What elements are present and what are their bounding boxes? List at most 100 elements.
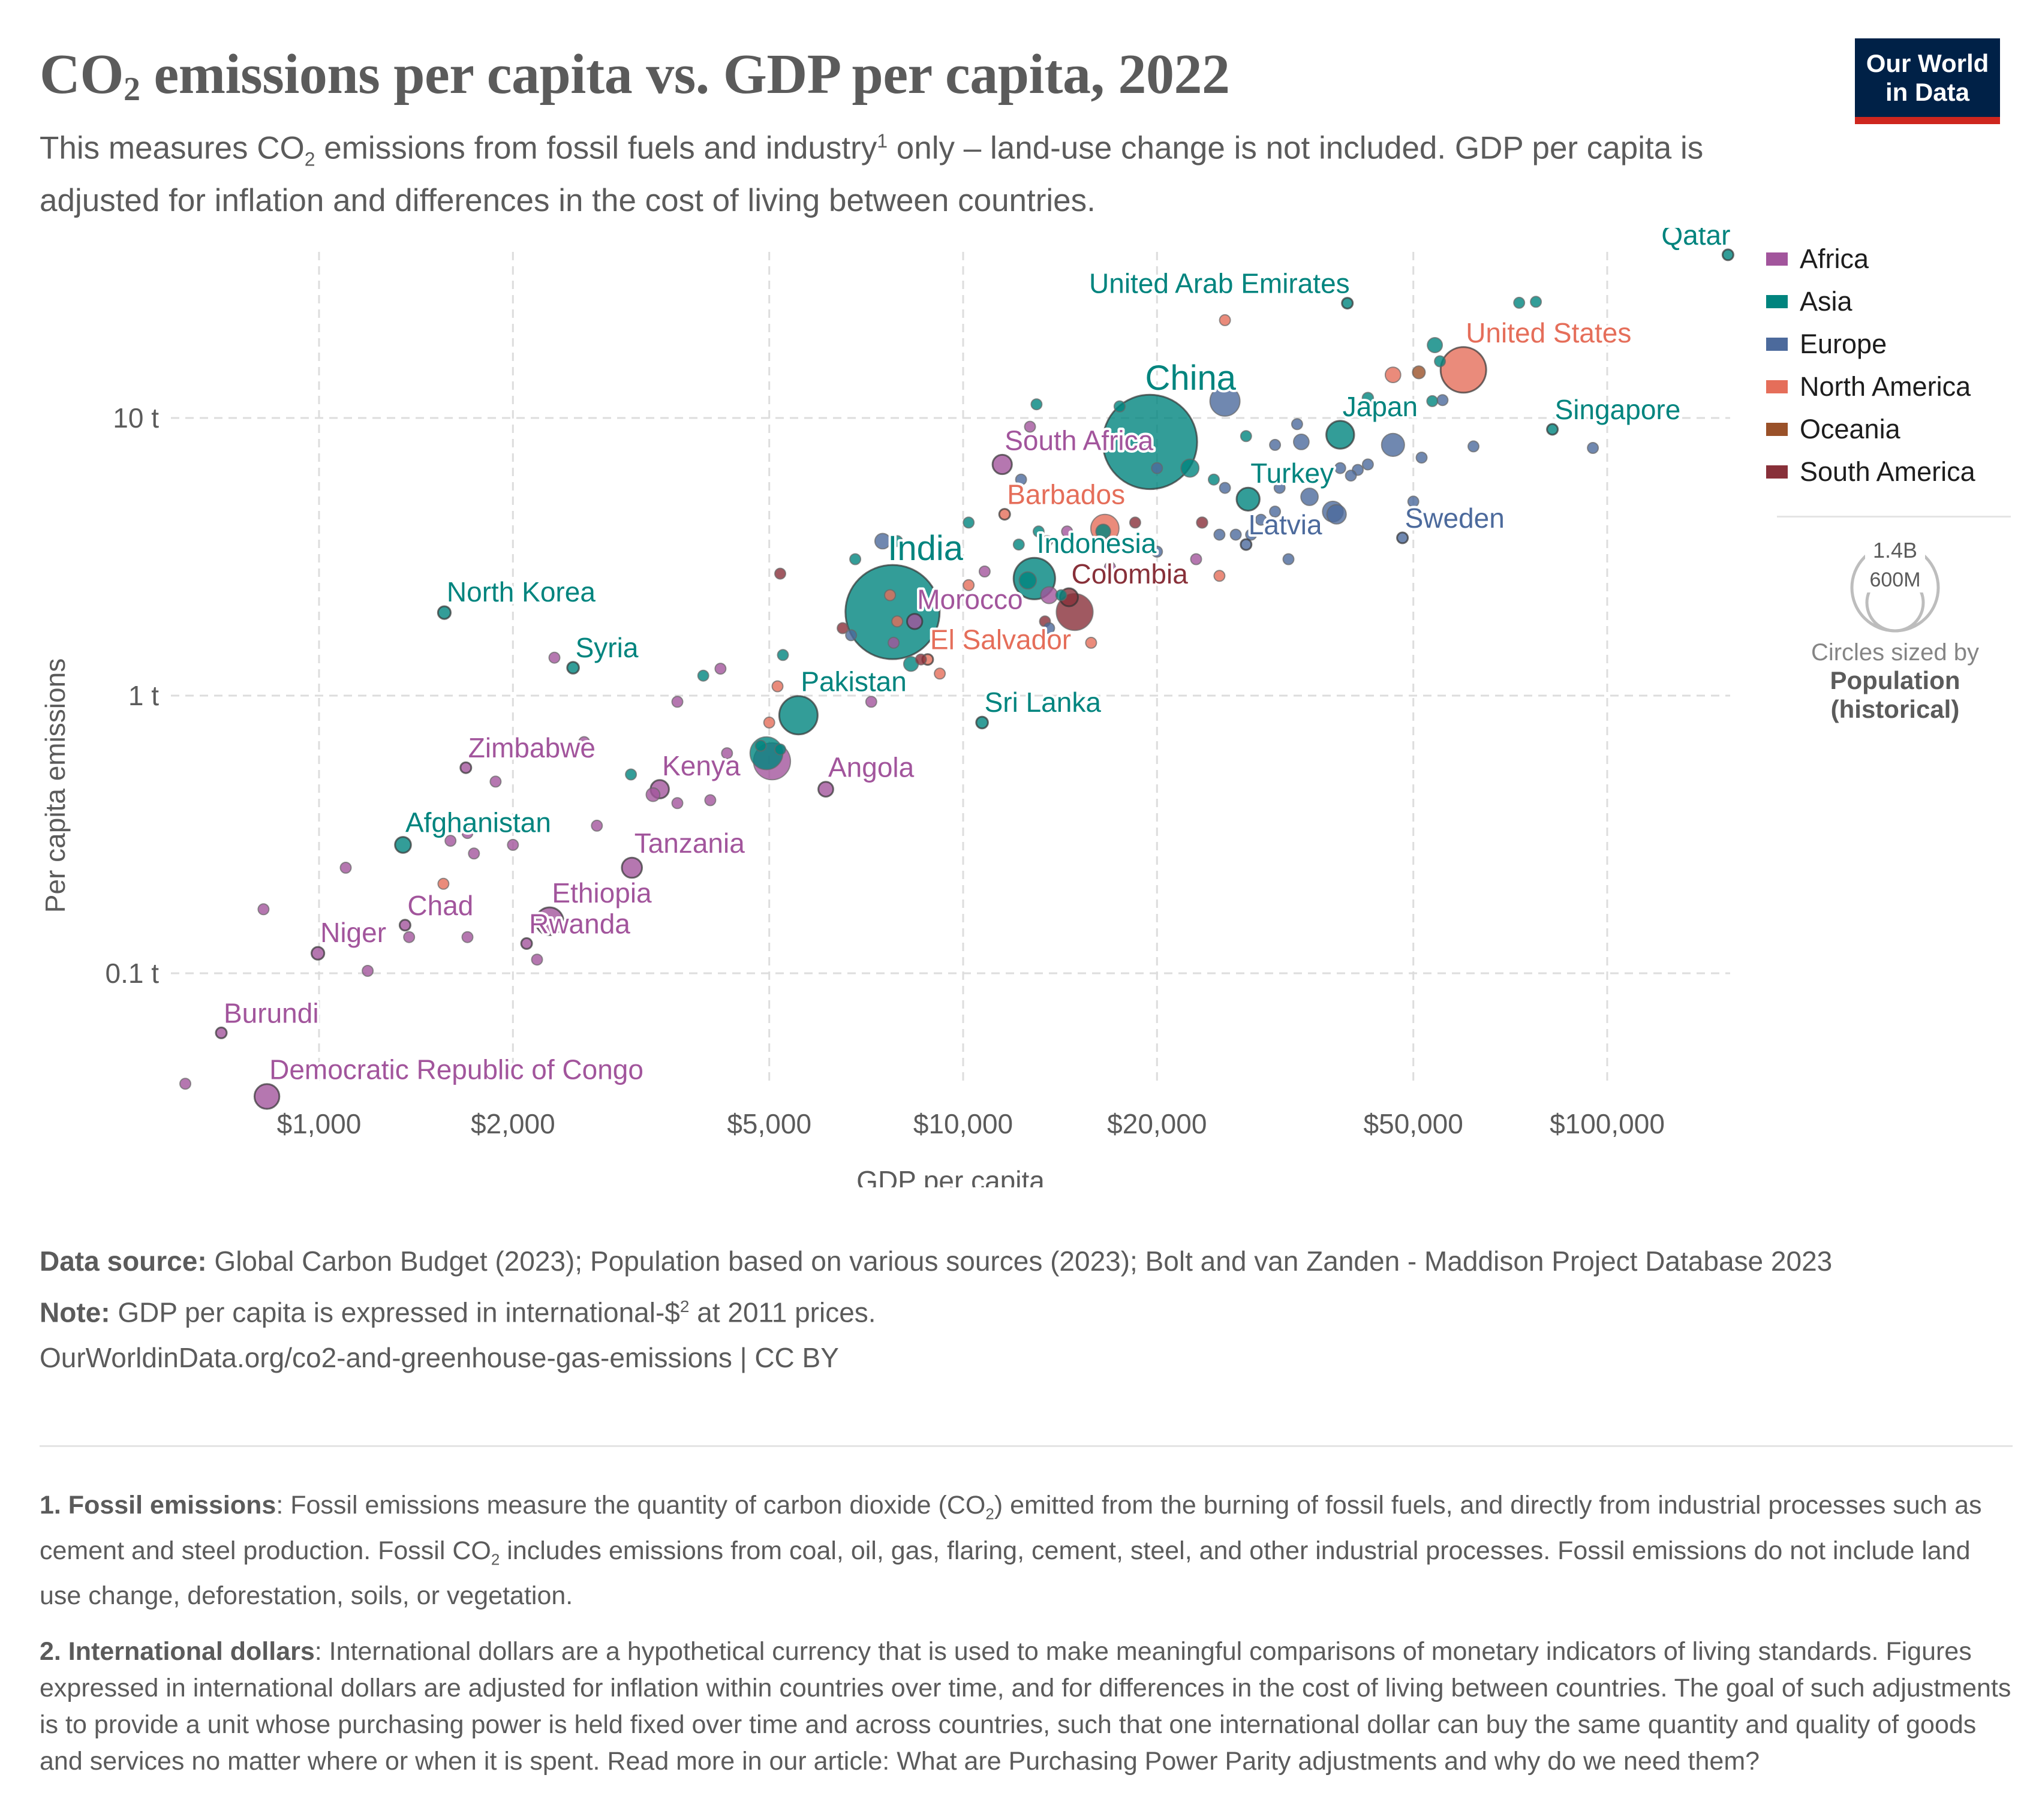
point[interactable] [1180, 458, 1200, 478]
point[interactable] [1055, 589, 1067, 601]
point[interactable] [1151, 545, 1163, 558]
point[interactable] [963, 579, 975, 591]
point-rwanda[interactable] [520, 937, 533, 950]
point[interactable] [754, 739, 767, 752]
footnote-ref-1[interactable]: 1 [877, 130, 888, 152]
point[interactable] [1436, 394, 1449, 407]
point[interactable] [437, 877, 450, 890]
point-united-arab-emirates[interactable] [1341, 297, 1354, 310]
point-democratic-republic-of-congo[interactable] [253, 1083, 281, 1110]
point[interactable] [625, 768, 637, 781]
point-pakistan[interactable] [778, 695, 819, 736]
point[interactable] [1030, 398, 1043, 411]
point[interactable] [1434, 355, 1446, 368]
point[interactable] [362, 965, 374, 977]
point[interactable] [1530, 296, 1542, 308]
point[interactable] [339, 862, 352, 874]
point-ethiopia[interactable] [534, 906, 565, 936]
point[interactable] [179, 1078, 191, 1090]
point[interactable] [671, 696, 684, 708]
point-qatar[interactable] [1721, 248, 1734, 261]
point[interactable] [697, 669, 709, 682]
point[interactable] [1041, 535, 1053, 547]
point[interactable] [865, 696, 877, 708]
point-barbados[interactable] [998, 508, 1011, 521]
point-syria[interactable] [566, 661, 580, 675]
point[interactable] [1255, 513, 1267, 526]
point[interactable] [1190, 553, 1202, 565]
point[interactable] [704, 794, 717, 807]
point[interactable] [714, 663, 727, 675]
point-zimbabwe[interactable] [459, 761, 473, 774]
point-japan[interactable] [1325, 420, 1355, 450]
point[interactable] [1015, 473, 1027, 486]
point[interactable] [763, 716, 775, 729]
point[interactable] [849, 553, 862, 565]
point[interactable] [915, 653, 927, 666]
point[interactable] [461, 827, 474, 840]
point[interactable] [721, 747, 733, 760]
point[interactable] [489, 775, 502, 788]
point[interactable] [1427, 337, 1443, 353]
legend-item-africa[interactable]: Africa [1766, 237, 1975, 280]
point[interactable] [578, 736, 591, 748]
point[interactable] [1032, 525, 1045, 538]
owid-logo[interactable]: Our World in Data [1855, 38, 2000, 124]
point[interactable] [934, 667, 946, 680]
point[interactable] [1291, 418, 1303, 431]
point[interactable] [1208, 473, 1220, 486]
size-variable[interactable]: Population (historical) [1830, 666, 1960, 723]
point[interactable] [1018, 571, 1037, 590]
point[interactable] [1229, 528, 1242, 541]
point[interactable] [591, 819, 603, 832]
point[interactable] [884, 589, 897, 601]
point[interactable] [837, 622, 849, 634]
point[interactable] [671, 797, 684, 810]
point[interactable] [1061, 525, 1073, 538]
legend-item-asia[interactable]: Asia [1766, 280, 1975, 323]
point[interactable] [1282, 553, 1295, 565]
point[interactable] [444, 835, 457, 847]
point[interactable] [1240, 430, 1252, 443]
point-afghanistan[interactable] [394, 836, 412, 854]
point[interactable] [1151, 462, 1163, 474]
point[interactable] [963, 516, 975, 529]
point-tanzania[interactable] [621, 856, 643, 879]
point-sweden[interactable] [1396, 531, 1409, 545]
point-india[interactable] [844, 564, 941, 660]
point[interactable] [774, 743, 786, 756]
point[interactable] [1103, 561, 1116, 573]
point[interactable] [774, 567, 786, 580]
point[interactable] [1407, 495, 1420, 508]
point[interactable] [771, 680, 784, 693]
point-niger[interactable] [311, 946, 326, 961]
legend-item-north-america[interactable]: North America [1766, 365, 1975, 408]
point[interactable] [1129, 516, 1141, 529]
point[interactable] [257, 903, 270, 916]
point-turkey[interactable] [1235, 486, 1261, 512]
point[interactable] [845, 629, 858, 642]
point[interactable] [1213, 570, 1226, 582]
point[interactable] [1293, 434, 1310, 450]
point[interactable] [1345, 470, 1357, 482]
point[interactable] [1213, 528, 1226, 541]
point-burundi[interactable] [215, 1026, 228, 1039]
point[interactable] [1415, 452, 1428, 464]
point[interactable] [1381, 432, 1405, 457]
point[interactable] [403, 931, 416, 943]
point-south-africa[interactable] [991, 453, 1013, 476]
point[interactable] [1209, 385, 1241, 417]
point[interactable] [461, 931, 474, 943]
point[interactable] [1012, 539, 1025, 551]
point[interactable] [1219, 314, 1231, 326]
point[interactable] [1300, 488, 1319, 506]
point[interactable] [1384, 366, 1402, 384]
source-url[interactable]: OurWorldinData.org/co2-and-greenhouse-ga… [40, 1342, 839, 1374]
point[interactable] [1043, 622, 1055, 634]
point[interactable] [1273, 482, 1286, 494]
point[interactable] [1269, 506, 1282, 518]
point-morocco[interactable] [906, 613, 924, 630]
point[interactable] [1245, 528, 1258, 541]
point[interactable] [1085, 636, 1097, 649]
point[interactable] [645, 787, 661, 802]
